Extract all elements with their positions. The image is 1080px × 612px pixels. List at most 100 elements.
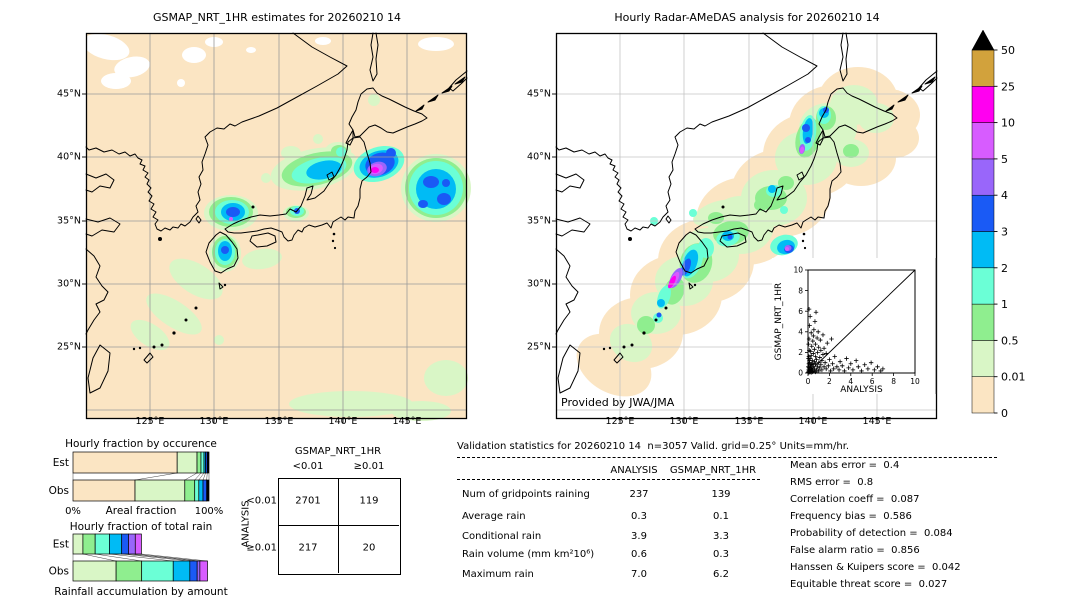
x-tick-label: 130°E — [669, 416, 699, 427]
chart-title: Hourly fraction by occurence — [65, 438, 217, 450]
colorbar-tick-label: 0 — [1001, 407, 1008, 420]
stats-value-gsmap: 6.2 — [713, 568, 729, 580]
stats-value-analysis: 0.6 — [631, 548, 647, 560]
bar-segment — [94, 533, 110, 555]
score-line: Probability of detection = 0.084 — [790, 528, 953, 539]
bar-segment — [202, 479, 208, 502]
radar-map — [552, 32, 938, 423]
colorbar: 0 0.01 0.5 1 2 3 4 5 10 25 50 — [971, 29, 1026, 420]
bar-segment — [128, 533, 136, 555]
coastline — [85, 32, 468, 394]
stats-value-analysis: 3.9 — [631, 530, 647, 542]
x-axis-min-label: 0% — [65, 506, 81, 517]
colorbar-tick-label: 0.5 — [1001, 334, 1019, 347]
identity-line — [807, 269, 916, 374]
contingency-row-title: ANALYSIS — [240, 500, 252, 548]
x-tick-label: 125°E — [605, 416, 635, 427]
stats-value-gsmap: 0.1 — [713, 510, 729, 522]
stats-value-analysis: 237 — [629, 488, 649, 500]
bar-segment — [72, 451, 178, 474]
inset-y-tick-label: 0 — [798, 369, 803, 378]
precip-overlay-gsmap — [82, 33, 471, 421]
score-line: Equitable threat score = 0.027 — [790, 579, 948, 590]
bar-segment — [199, 560, 208, 582]
x-tick-label: 140°E — [798, 416, 828, 427]
bar-segment — [176, 451, 198, 474]
fraction-charts: Hourly fraction by occurence Est Obs 0% 100%… — [49, 438, 228, 598]
contingency-col-label: ≥0.01 — [353, 461, 385, 472]
score-line: RMS error = 0.8 — [790, 477, 874, 488]
colorbar-tick-label: 3 — [1001, 226, 1008, 239]
y-tick-label: 25°N — [527, 341, 551, 353]
inset-x-tick-label: 10 — [910, 377, 920, 386]
map-sea-background — [86, 33, 467, 419]
axis-tick-marks-left — [82, 93, 408, 423]
map-credit: Provided by JWA/JMA — [561, 396, 675, 409]
x-tick-label: 145°E — [392, 416, 422, 427]
colorbar-segment — [971, 340, 995, 377]
y-tick-label: 45°N — [57, 88, 81, 100]
bar-row-label: Obs — [49, 566, 69, 578]
bar-connectors — [72, 553, 208, 562]
stats-value-gsmap: 139 — [711, 488, 731, 500]
x-axis-max-label: 100% — [195, 506, 224, 517]
bar-segment — [109, 533, 123, 555]
bar-row-label: Est — [53, 539, 69, 551]
colorbar-segment — [971, 158, 995, 196]
y-tick-label: 30°N — [527, 278, 551, 290]
dashed-rule — [457, 479, 760, 480]
score-line: Mean abs error = 0.4 — [790, 460, 900, 471]
colorbar-segment — [971, 122, 995, 160]
stacked-bar-obs — [72, 479, 210, 502]
left-map-title: GSMAP_NRT_1HR estimates for 20260210 14 — [152, 11, 402, 24]
inset-x-axis-label: ANALYSIS — [840, 385, 883, 395]
y-tick-label: 35°N — [527, 215, 551, 227]
inset-y-axis-label: GSMAP_NRT_1HR — [774, 283, 784, 361]
stats-col-header: GSMAP_NRT_1HR — [669, 465, 757, 476]
score-line: Hanssen & Kuipers score = 0.042 — [790, 562, 961, 573]
inset-y-tick-label: 10 — [793, 266, 803, 275]
x-axis-label: Rainfall accumulation by amount — [54, 586, 227, 598]
chart-title: Hourly fraction of total rain — [70, 521, 213, 533]
y-tick-label: 30°N — [57, 278, 81, 290]
bar-segment — [194, 479, 200, 502]
dashed-rule — [457, 457, 997, 458]
bar-segment — [121, 533, 129, 555]
colorbar-segment — [971, 303, 995, 341]
gsmap-map — [82, 32, 471, 423]
x-tick-label: 135°E — [734, 416, 764, 427]
axis-tick-marks-right — [552, 93, 878, 423]
bar-segment — [141, 560, 174, 582]
scatter-points — [806, 306, 886, 375]
colorbar-tick-label: 2 — [1001, 262, 1008, 275]
no-data-patches — [82, 33, 454, 89]
stats-value-gsmap: 3.3 — [713, 530, 729, 542]
bar-segment — [72, 479, 136, 502]
x-axis-label: Areal fraction — [106, 505, 177, 517]
score-line: Correlation coeff = 0.087 — [790, 494, 920, 505]
colorbar-tick-label: 0.01 — [1001, 371, 1026, 384]
contingency-cell-value: 20 — [362, 542, 376, 554]
bar-segment — [134, 533, 142, 555]
stacked-bar-est — [72, 451, 210, 474]
inset-x-tick-label: 0 — [806, 377, 811, 386]
colorbar-tick-label: 10 — [1001, 117, 1015, 130]
stats-row-label: Maximum rain — [462, 568, 534, 580]
bar-segment — [206, 479, 210, 502]
inset-x-tick-label: 4 — [848, 377, 853, 386]
colorbar-tick-label: 5 — [1001, 153, 1008, 166]
stacked-bar-obs — [72, 560, 208, 582]
x-tick-label: 130°E — [199, 416, 229, 427]
bar-segment — [198, 479, 204, 502]
stats-row-label: Average rain — [462, 510, 526, 522]
inset-x-tick-label: 6 — [870, 377, 875, 386]
x-tick-label: 125°E — [135, 416, 165, 427]
colorbar-segment — [971, 49, 995, 87]
colorbar-tick-label: 50 — [1001, 44, 1015, 57]
colorbar-segment — [971, 86, 995, 123]
inset-y-tick-label: 2 — [798, 348, 803, 357]
contingency-grid — [278, 478, 401, 575]
contingency-row-label: ≥0.01 — [246, 542, 277, 554]
colorbar-overflow-arrow — [971, 29, 995, 51]
